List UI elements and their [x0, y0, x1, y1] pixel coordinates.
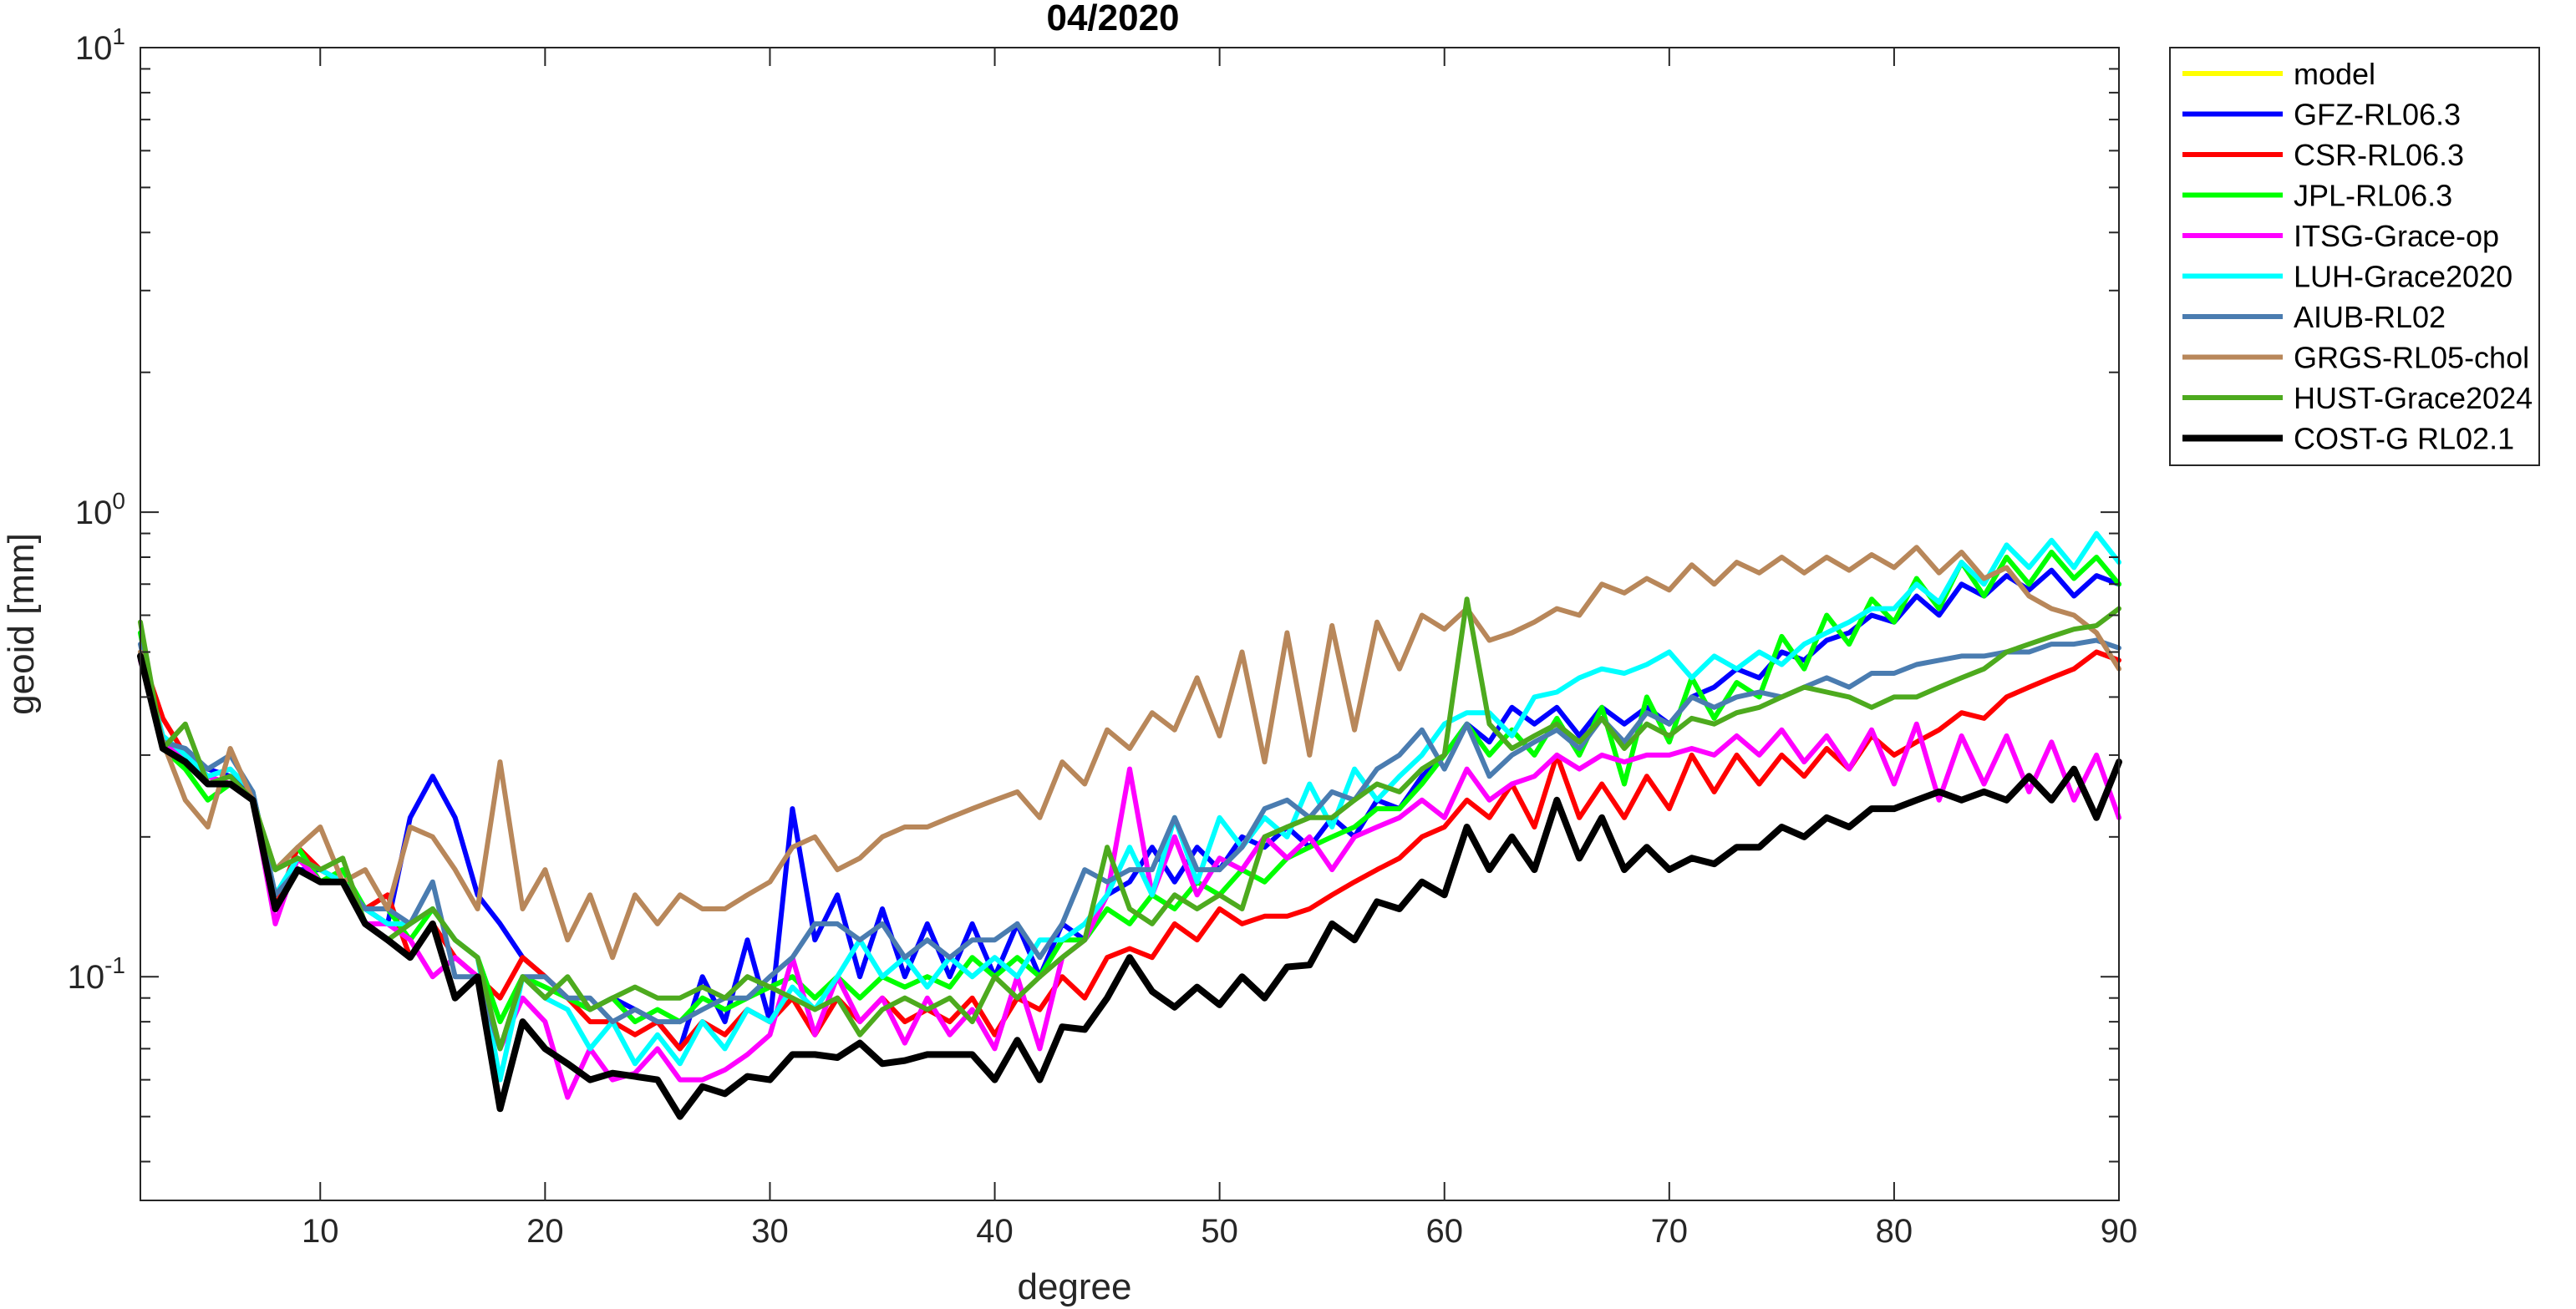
legend-label-1: GFZ-RL06.3: [2294, 98, 2461, 132]
chart-title: 04/2020: [1046, 0, 1179, 38]
x-tick-label: 40: [976, 1213, 1014, 1250]
series-line-9: [137, 652, 2122, 1120]
y-axis-title: geoid [mm]: [1, 533, 42, 715]
x-tick-label: 90: [2101, 1213, 2138, 1250]
series-layer: [137, 530, 2122, 1120]
series-line-4: [138, 657, 2121, 1100]
axes: 10 20 30 40 50 60 70 80 90 10-1 100 101: [68, 23, 2138, 1250]
x-tick-label: 50: [1201, 1213, 1238, 1250]
legend-label-9: COST-G RL02.1: [2294, 422, 2514, 456]
x-tick-label: 80: [1876, 1213, 1913, 1250]
legend-label-7: GRGS-RL05-chol: [2294, 341, 2529, 375]
legend-label-2: CSR-RL06.3: [2294, 138, 2464, 172]
legend-label-4: ITSG-Grace-op: [2294, 219, 2499, 253]
legend-label-0: model: [2294, 57, 2375, 91]
legend-label-6: AIUB-RL02: [2294, 300, 2446, 334]
series-line-8: [138, 596, 2121, 1052]
y-tick-label: 10-1: [68, 952, 125, 996]
y-tick-label: 100: [75, 488, 125, 531]
legend-label-5: LUH-Grace2020: [2294, 260, 2512, 294]
legend: model GFZ-RL06.3 CSR-RL06.3 JPL-RL06.3 ITSG-…: [2169, 47, 2540, 466]
legend-label-8: HUST-Grace2024: [2294, 381, 2533, 415]
x-tick-label: 20: [526, 1213, 564, 1250]
legend-label-3: JPL-RL06.3: [2294, 179, 2452, 213]
x-axis-title: degree: [1017, 1266, 1131, 1307]
plot-area: [140, 48, 2119, 1200]
x-tick-label: 30: [751, 1213, 789, 1250]
x-tick-label: 70: [1651, 1213, 1689, 1250]
x-tick-label: 60: [1425, 1213, 1463, 1250]
plot-frame: [140, 47, 2120, 1201]
series-line-7: [138, 545, 2121, 961]
y-tick-label: 101: [75, 23, 125, 67]
x-tick-label: 10: [302, 1213, 339, 1250]
